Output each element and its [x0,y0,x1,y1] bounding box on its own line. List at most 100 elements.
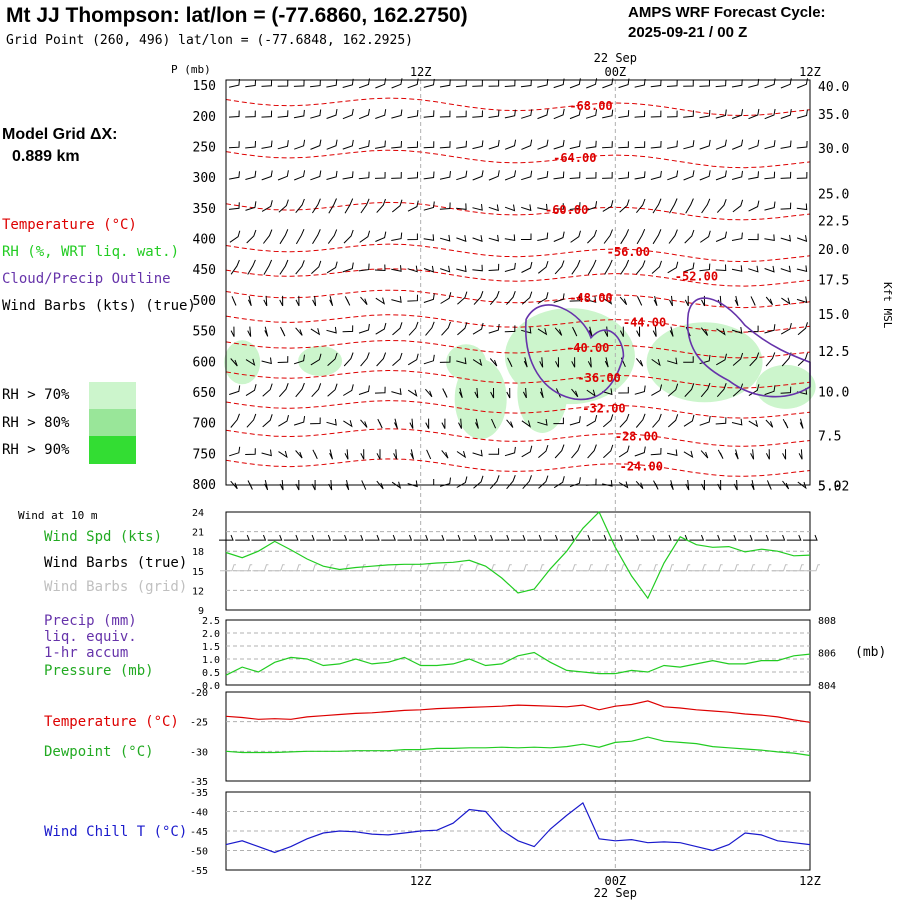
height-tick-label: 5.0 [818,480,841,495]
wind-barb [715,109,727,119]
wind-barb [263,295,268,307]
wind-barb [392,352,403,366]
wind-barb [489,358,498,367]
wind-barb [766,480,772,490]
wind-barb [488,79,500,87]
wind-barb [423,265,435,273]
wind-barb [374,171,386,179]
wind-barb [343,384,354,396]
wind-barb [456,140,467,149]
wind-barb [748,78,760,88]
wind-barb [538,444,549,458]
wind-barb [585,140,597,149]
rh-shading-area [755,364,816,409]
wind-barb [343,229,354,244]
wind-barb [569,140,581,150]
wind-barb [619,296,628,306]
rh-80-swatch [89,409,136,436]
wind-barb-true [803,534,818,541]
wind-barb-grid [771,564,788,572]
wind-barb [699,109,711,119]
isotherm-label: -52.00 [675,269,718,283]
isotherm-line [225,400,811,419]
wind-barb-grid [674,564,691,572]
wind-barb [798,449,803,460]
wind-barb [667,261,679,274]
wind-barb [310,417,321,425]
pressure-frame [225,619,811,686]
wind-barb [764,265,775,273]
wind-barb [456,450,467,459]
precip-tick: 0.0 [202,681,220,692]
temperature-tick: -30 [190,747,208,758]
isotherm-label: -40.00 [566,341,609,355]
wind-barb [701,198,711,214]
wind-barb [537,78,549,88]
rh-70-label: RH > 70% [2,387,70,403]
wind-barb-true [575,534,591,541]
wind-barb [506,387,511,399]
wind-barb [587,229,597,244]
wind-barb [602,171,613,179]
wind-barb [537,292,549,304]
wind-barb [423,78,435,88]
wind-barb [360,419,368,428]
wind-barb-grid [268,564,285,572]
wind-barb-true [332,534,348,541]
wind-barb [717,449,724,459]
wind-barb [634,110,646,118]
wind-barb [636,358,644,367]
wind-barb [261,449,272,457]
wind-barb [700,230,711,243]
wind-barb [245,358,256,366]
wind-barb-grid [625,564,642,572]
wind-barb [554,327,563,336]
wind-barb [602,109,614,119]
wind-barb [391,296,402,303]
wind-barb [650,170,662,180]
wind-barb-true [316,534,332,541]
wind-barb [245,384,257,397]
wind-barb [732,352,744,366]
wind-barb [796,235,808,242]
isotherm-line [225,428,811,447]
wind-barb [764,234,775,242]
wind-barb [344,198,354,214]
wind-barb [585,171,597,179]
wind-barb [636,229,646,245]
wind-barb [279,229,289,245]
isotherm-label: -60.00 [545,203,588,217]
wind-barb [732,139,744,150]
wind-barb-true [267,534,283,541]
wind-barb [312,449,318,460]
wind-barb [780,109,792,119]
wind-barb [764,108,776,120]
isotherm-label: -48.00 [569,291,612,305]
wind-barb [667,383,679,397]
precip-label: Precip (mm) [44,613,137,629]
wind-barb [310,139,322,150]
wind-barb [391,171,402,179]
wind-barb [748,200,760,212]
wind-barb [553,203,564,210]
height-tick-label: 20.0 [818,243,849,258]
wind-barb [796,265,808,273]
wind-barb [715,79,727,88]
wind-barb [473,291,484,305]
wind-barb [407,265,418,273]
wind-barb [715,139,727,150]
wind-barb [731,418,743,426]
wind-barb-true [511,534,526,541]
wind-barb [391,199,403,213]
wind-barb-grid [690,564,707,572]
wind-barb [716,353,727,366]
wind-barb [472,449,483,457]
wind-barb [667,414,679,428]
wind-barb [669,480,674,491]
wind-barb [748,171,759,180]
wind-barb [293,109,305,119]
wind-barb [245,79,257,88]
wind-barb [278,414,289,427]
wind-barb [361,480,367,490]
wind-barb [439,110,451,118]
